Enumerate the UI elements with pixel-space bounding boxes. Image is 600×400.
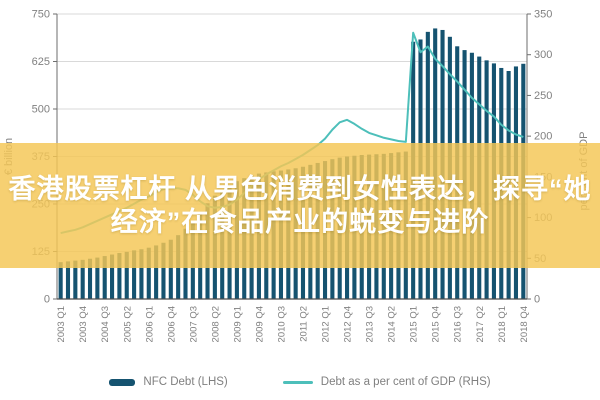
x-tick-label: 2003 Q4 (78, 306, 89, 342)
x-tick-label: 2016 Q3 (453, 306, 464, 342)
left-tick-label: 750 (32, 9, 50, 21)
bar (65, 261, 71, 299)
bar (154, 245, 159, 299)
x-tick-label: 2010 Q3 (276, 306, 287, 342)
left-tick-label: 0 (44, 294, 50, 306)
right-tick-label: 350 (534, 9, 552, 21)
overlay-banner: 香港股票杠杆 从男色消费到女性表达，探寻“她 经济”在食品产业的蜕变与进阶 (0, 143, 600, 268)
bar (58, 262, 63, 299)
x-tick-label: 2015 Q4 (431, 306, 442, 342)
right-tick-label: 200 (534, 131, 552, 143)
right-tick-label: 300 (534, 49, 552, 61)
bar (132, 250, 137, 299)
bar (102, 256, 107, 299)
x-tick-label: 2017 Q2 (475, 306, 486, 342)
chart-legend: NFC Debt (LHS) Debt as a per cent of GDP… (0, 371, 600, 393)
bar (124, 251, 129, 299)
nfc-debt-swatch-icon (109, 378, 136, 386)
bar (110, 254, 115, 299)
bar (87, 258, 93, 299)
x-tick-label: 2012 Q1 (321, 306, 332, 342)
bar (117, 253, 122, 299)
left-tick-label: 500 (32, 104, 50, 116)
x-tick-label: 2015 Q1 (409, 306, 420, 342)
bar (161, 242, 166, 299)
x-tick-label: 2009 Q1 (232, 306, 243, 342)
overlay-text-line1: 香港股票杠杆 从男色消费到女性表达，探寻“她 (8, 173, 592, 204)
x-tick-label: 2008 Q2 (210, 306, 221, 342)
bar (73, 260, 78, 299)
x-tick-label: 2013 Q3 (365, 306, 376, 342)
x-tick-label: 2006 Q4 (166, 306, 177, 342)
x-tick-label: 2018 Q1 (497, 306, 508, 342)
legend-item-nfc-debt: NFC Debt (LHS) (109, 376, 228, 388)
left-tick-label: 625 (32, 56, 50, 68)
legend-item-gdp-line: Debt as a per cent of GDP (RHS) (282, 376, 491, 388)
x-tick-label: 2004 Q3 (100, 306, 111, 342)
overlay-text-line2: 经济”在食品产业的蜕变与进阶 (110, 206, 490, 237)
x-tick-label: 2012 Q4 (343, 306, 354, 342)
bar (168, 239, 173, 299)
x-tick-label: 2011 Q2 (299, 306, 310, 342)
x-tick-label: 2009 Q4 (254, 306, 265, 342)
legend-label-gdp-line: Debt as a per cent of GDP (RHS) (320, 376, 491, 388)
x-tick-label: 2018 Q4 (519, 306, 530, 342)
x-tick-label: 2005 Q2 (122, 306, 133, 342)
bar (95, 257, 100, 299)
bar (80, 259, 85, 299)
x-tick-label: 2003 Q1 (56, 306, 67, 342)
gdp-line-swatch-icon (282, 380, 313, 384)
legend-label-nfc-debt: NFC Debt (LHS) (143, 376, 228, 388)
x-tick-label: 2006 Q1 (144, 306, 155, 342)
x-tick-label: 2007 Q3 (188, 306, 199, 342)
bar (146, 247, 151, 299)
x-tick-label: 2014 Q2 (387, 306, 398, 342)
right-tick-label: 250 (534, 90, 552, 102)
bar (139, 249, 144, 299)
right-tick-label: 0 (534, 294, 540, 306)
